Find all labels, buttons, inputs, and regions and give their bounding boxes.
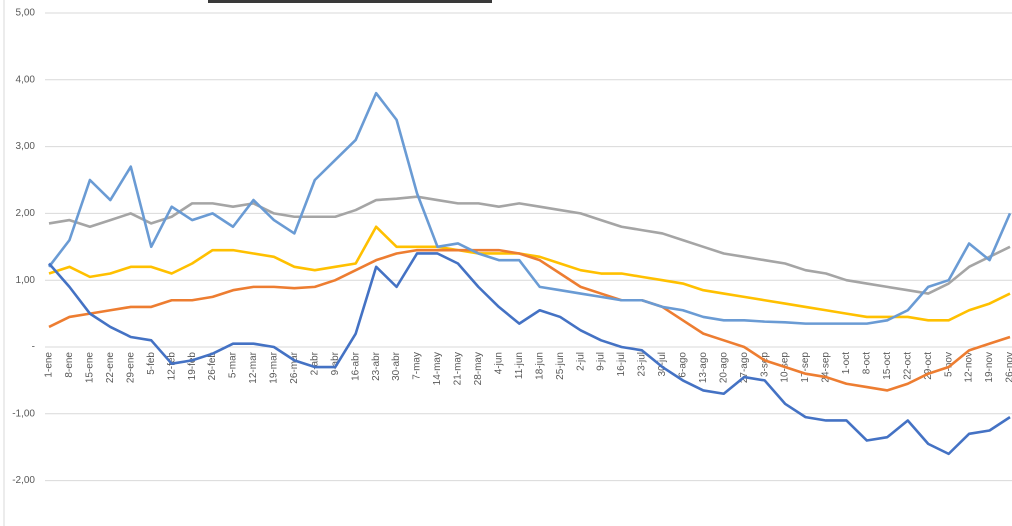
x-tick-label: 22-oct: [902, 352, 913, 380]
x-tick-label: 6-ago: [677, 352, 688, 378]
data-line: [48, 195, 1011, 295]
x-tick-label: 16-abr: [350, 351, 361, 381]
x-tick-label: 21-may: [453, 352, 464, 385]
x-tick-label: 19-nov: [984, 352, 995, 383]
x-tick-label: 26-nov: [1005, 352, 1012, 383]
x-tick-label: 12-nov: [964, 352, 975, 383]
x-tick-label: 22-ene: [105, 352, 116, 384]
x-tick-label: 7-may: [412, 352, 423, 380]
x-tick-label: 23-abr: [371, 351, 382, 381]
x-tick-label: 15-oct: [882, 352, 893, 380]
toolbar-overlay: [208, 0, 492, 3]
y-tick-label: -2,00: [12, 475, 35, 486]
x-tick-label: 25-jun: [555, 352, 566, 380]
x-tick-label: 1-ene: [44, 352, 55, 378]
x-tick-label: 5-mar: [228, 351, 239, 378]
y-tick-label: -: [32, 342, 35, 353]
x-tick-label: 20-ago: [718, 352, 729, 384]
x-tick-label: 30-jul: [657, 352, 668, 376]
x-tick-label: 24-sep: [821, 352, 832, 383]
x-tick-label: 12-mar: [248, 351, 259, 383]
x-tick-label: 18-jun: [534, 352, 545, 380]
data-line: [47, 91, 1012, 325]
x-tick-label: 19-mar: [269, 351, 280, 383]
x-tick-label: 12-feb: [166, 352, 177, 381]
x-tick-label: 11-jun: [514, 352, 525, 379]
x-tick-label: 4-jun: [493, 352, 504, 374]
x-tick-label: 26-feb: [207, 352, 218, 381]
y-tick-label: 2,00: [16, 208, 36, 219]
x-tick-label: 29-oct: [923, 352, 934, 380]
x-tick-label: 15-ene: [85, 352, 96, 384]
y-tick-label: 3,00: [16, 141, 36, 152]
x-tick-label: 30-abr: [391, 351, 402, 381]
x-tick-label: 16-jul: [616, 352, 627, 376]
x-tick-label: 5-nov: [943, 352, 954, 377]
x-tick-label: 28-may: [473, 352, 484, 385]
x-tick-label: 5-feb: [146, 352, 157, 375]
data-line: [48, 225, 1011, 322]
y-tick-label: 5,00: [16, 8, 36, 19]
x-tick-label: 29-ene: [125, 352, 136, 384]
y-tick-label: 4,00: [16, 74, 36, 85]
x-tick-label: 8-ene: [64, 352, 75, 378]
x-tick-label: 23-jul: [637, 352, 648, 376]
x-tick-label: 2-abr: [309, 351, 320, 375]
x-tick-label: 14-may: [432, 352, 443, 385]
x-tick-label: 3-sep: [759, 352, 770, 377]
x-tick-label: 9-jul: [596, 352, 607, 371]
x-tick-label: 13-ago: [698, 352, 709, 384]
x-tick-label: 1-oct: [841, 352, 852, 374]
data-line: [48, 252, 1011, 456]
x-tick-label: 9-abr: [330, 351, 341, 375]
x-tick-label: 2-jul: [575, 352, 586, 371]
x-tick-label: 8-oct: [862, 352, 873, 374]
x-tick-label: 17-sep: [800, 352, 811, 383]
x-tick-label: 19-feb: [187, 352, 198, 381]
data-line: [48, 248, 1011, 392]
x-tick-label: 26-mar: [289, 351, 300, 383]
y-tick-label: -1,00: [12, 408, 35, 419]
x-tick-label: 27-ago: [739, 352, 750, 384]
y-tick-label: 1,00: [16, 275, 36, 286]
